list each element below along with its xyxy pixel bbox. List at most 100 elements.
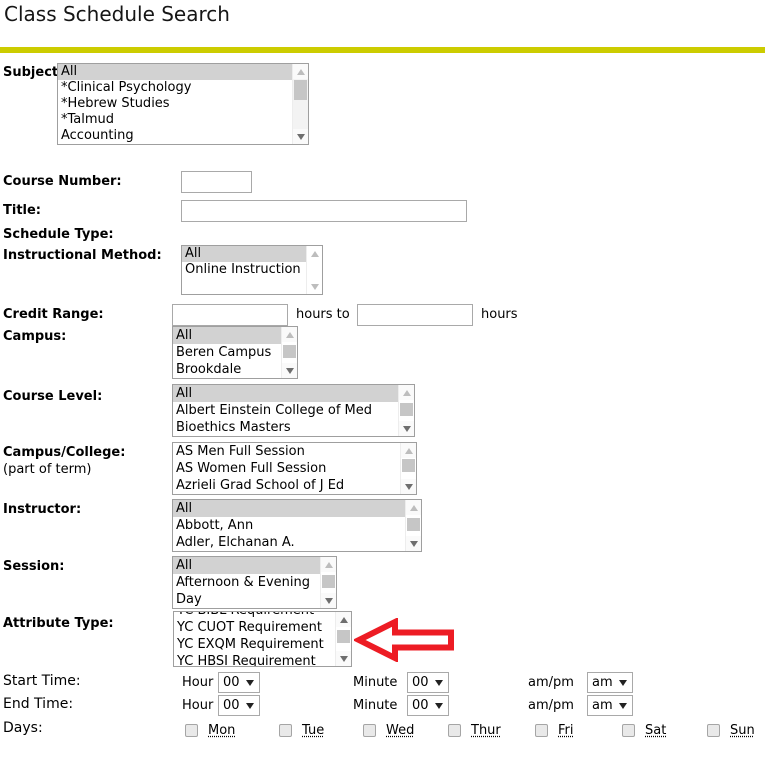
list-option[interactable]: *Talmud <box>61 112 115 127</box>
list-option[interactable]: All <box>173 385 398 402</box>
list-option[interactable]: Abbott, Ann <box>176 518 254 533</box>
list-option[interactable]: All <box>58 64 292 80</box>
list-option[interactable]: YC HBSI Requirement <box>177 654 316 666</box>
list-option[interactable]: All <box>173 500 405 517</box>
scroll-down-button[interactable] <box>399 421 414 436</box>
day-label[interactable]: Thur <box>471 722 501 738</box>
day-label[interactable]: Sun <box>730 722 755 738</box>
end-ampm-select[interactable]: am <box>587 695 633 716</box>
scroll-down-button[interactable] <box>282 363 297 378</box>
end-ampm-value: am <box>592 698 613 713</box>
scrollbar-thumb[interactable] <box>402 459 415 472</box>
scroll-down-button[interactable] <box>321 593 336 608</box>
scrollbar[interactable] <box>281 327 297 378</box>
list-option[interactable]: Afternoon & Evening <box>176 575 311 590</box>
day-label[interactable]: Fri <box>558 722 574 738</box>
course-number-input[interactable] <box>181 171 252 193</box>
list-option[interactable]: YC CUOT Requirement <box>177 620 322 635</box>
scroll-up-button[interactable] <box>336 612 351 627</box>
scrollbar-track[interactable] <box>406 515 421 536</box>
list-option[interactable]: Bioethics Masters <box>176 420 291 435</box>
scroll-up-button[interactable] <box>307 246 322 261</box>
start-minute-select[interactable]: 00 <box>407 672 449 693</box>
subject-listbox[interactable]: All *Clinical Psychology *Hebrew Studies *T… <box>57 63 309 145</box>
list-option[interactable]: All <box>173 327 281 344</box>
list-option[interactable]: YC EXQM Requirement <box>177 637 324 652</box>
scroll-up-button[interactable] <box>282 327 297 342</box>
scroll-down-button[interactable] <box>293 129 308 144</box>
list-option[interactable]: All <box>182 246 306 262</box>
course-level-listbox[interactable]: All Albert Einstein College of Med Bioethi… <box>172 384 415 437</box>
scroll-up-button[interactable] <box>406 500 421 515</box>
day-label[interactable]: Tue <box>302 722 325 738</box>
scrollbar[interactable] <box>320 557 336 608</box>
day-checkbox[interactable] <box>185 723 198 737</box>
scroll-down-button[interactable] <box>401 479 416 494</box>
scroll-up-button[interactable] <box>293 64 308 79</box>
scrollbar-track[interactable] <box>293 79 308 129</box>
scrollbar-track[interactable] <box>321 572 336 593</box>
list-option[interactable]: AS Men Full Session <box>176 444 305 459</box>
list-option[interactable]: Azrieli Grad School of J Ed <box>176 478 345 493</box>
attribute-type-listbox[interactable]: YC BIBL Requirement YC CUOT Requirement Y… <box>173 611 352 667</box>
scrollbar[interactable] <box>335 612 351 666</box>
scroll-up-button[interactable] <box>401 443 416 458</box>
list-option[interactable]: Accounting <box>61 128 134 143</box>
scrollbar-thumb[interactable] <box>294 80 307 100</box>
end-minute-label: Minute <box>353 698 398 713</box>
day-label[interactable]: Wed <box>386 722 415 738</box>
list-option[interactable]: Day <box>176 592 202 607</box>
list-option[interactable]: All <box>173 557 320 574</box>
list-option[interactable]: Beren Campus <box>176 345 272 360</box>
scrollbar-thumb[interactable] <box>337 630 350 643</box>
scroll-down-button[interactable] <box>307 279 322 294</box>
scrollbar-track[interactable] <box>307 261 322 279</box>
scrollbar-thumb[interactable] <box>407 518 420 531</box>
list-option[interactable]: AS Women Full Session <box>176 461 327 476</box>
end-minute-select[interactable]: 00 <box>407 695 449 716</box>
scrollbar[interactable] <box>398 385 414 436</box>
scroll-up-button[interactable] <box>321 557 336 572</box>
session-listbox[interactable]: All Afternoon & Evening Day <box>172 556 337 609</box>
day-checkbox[interactable] <box>363 723 376 737</box>
scrollbar-thumb[interactable] <box>283 345 296 358</box>
day-label[interactable]: Mon <box>208 722 236 738</box>
list-option[interactable]: Adler, Elchanan A. <box>176 535 295 550</box>
day-label[interactable]: Sat <box>645 722 667 738</box>
campus-label: Campus: <box>3 329 67 344</box>
start-ampm-select[interactable]: am <box>587 672 633 693</box>
scrollbar-thumb[interactable] <box>400 403 413 416</box>
scroll-down-button[interactable] <box>336 651 351 666</box>
day-checkbox[interactable] <box>535 723 548 737</box>
title-input[interactable] <box>181 200 467 222</box>
scrollbar[interactable] <box>306 246 322 294</box>
day-checkbox[interactable] <box>448 723 461 737</box>
list-option-partially-clipped[interactable]: YC BIBL Requirement <box>174 612 335 619</box>
credit-to-input[interactable] <box>357 304 473 326</box>
scrollbar-track[interactable] <box>399 400 414 421</box>
day-checkbox[interactable] <box>279 723 292 737</box>
list-option[interactable]: Brookdale <box>176 362 242 377</box>
day-checkbox[interactable] <box>622 723 635 737</box>
list-option[interactable]: Online Instruction <box>185 262 301 277</box>
scroll-down-button[interactable] <box>406 536 421 551</box>
day-checkbox[interactable] <box>707 723 720 737</box>
scrollbar[interactable] <box>400 443 416 494</box>
campus-listbox[interactable]: All Beren Campus Brookdale <box>172 326 298 379</box>
list-option[interactable]: Albert Einstein College of Med <box>176 403 373 418</box>
list-option[interactable]: *Clinical Psychology <box>61 80 192 95</box>
credit-from-input[interactable] <box>172 304 288 326</box>
start-hour-select[interactable]: 00 <box>218 672 260 693</box>
instructor-listbox[interactable]: All Abbott, Ann Adler, Elchanan A. <box>172 499 422 552</box>
scrollbar-track[interactable] <box>336 627 351 651</box>
campus-college-listbox[interactable]: AS Men Full Session AS Women Full Session… <box>172 442 417 495</box>
scrollbar[interactable] <box>405 500 421 551</box>
scrollbar-track[interactable] <box>282 342 297 363</box>
end-hour-select[interactable]: 00 <box>218 695 260 716</box>
scrollbar-thumb[interactable] <box>322 575 335 588</box>
instructional-method-listbox[interactable]: All Online Instruction <box>181 245 323 295</box>
scrollbar[interactable] <box>292 64 308 144</box>
list-option[interactable]: *Hebrew Studies <box>61 96 170 111</box>
scroll-up-button[interactable] <box>399 385 414 400</box>
scrollbar-track[interactable] <box>401 458 416 479</box>
